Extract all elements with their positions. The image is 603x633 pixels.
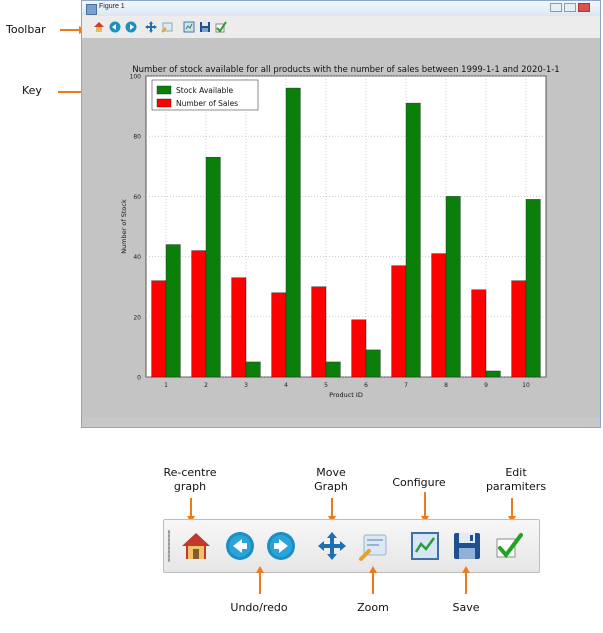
callout-save-arrow [462,566,470,573]
pan-icon[interactable] [145,21,157,33]
x-tick-label: 4 [284,382,288,389]
callout-move-label: Move Graph [301,466,361,494]
x-tick-label: 6 [364,382,368,389]
callout-zoom-label: Zoom [357,601,389,614]
callout-undo-label: Undo/redo [230,601,288,614]
window-title: Figure 1 [99,3,125,10]
y-tick-label: 100 [130,74,142,81]
forward-icon[interactable] [125,21,137,33]
y-tick-label: 0 [137,375,141,382]
bar-stock-available [285,87,301,378]
callout-recentre-line2: graph [173,480,207,493]
x-tick-label: 3 [244,382,248,389]
bar-number-of-sales [191,250,207,378]
y-tick-label: 60 [133,194,141,201]
callout-recentre-label: Re-centre graph [155,466,225,494]
callout-edit-line1: Edit [505,466,527,479]
bar-stock-available [245,361,261,378]
x-axis-label: Product ID [329,391,363,399]
bar-number-of-sales [431,253,447,378]
x-tick-label: 10 [522,382,530,389]
callout-undo-arrow [256,566,264,573]
bar-stock-available [525,199,541,378]
bar-number-of-sales [471,289,487,378]
plot-area: Number of stock available for all produc… [82,38,600,417]
y-tick-label: 20 [133,314,141,321]
x-tick-label: 8 [444,382,448,389]
window-titlebar: Figure 1 [82,1,600,17]
callout-save-line [465,572,467,594]
callout-recentre-line [190,498,192,518]
bar-number-of-sales [271,292,287,378]
pan-icon[interactable] [316,530,348,562]
bar-stock-available [205,157,221,378]
home-icon[interactable] [93,21,105,33]
y-axis-label: Number of Stock [120,199,128,254]
callout-configure-label: Configure [392,476,446,489]
edit-parameters-icon[interactable] [493,530,525,562]
y-tick-label: 80 [133,134,141,141]
forward-icon[interactable] [265,530,297,562]
x-tick-label: 5 [324,382,328,389]
bar-number-of-sales [151,280,167,378]
zoom-icon[interactable] [357,530,389,562]
y-tick-label: 40 [133,254,141,261]
callout-edit-line2: paramiters [485,480,547,493]
zoom-icon[interactable] [161,21,173,33]
x-tick-label: 2 [204,382,208,389]
callout-move-line [331,498,333,518]
x-tick-label: 7 [404,382,408,389]
save-icon[interactable] [199,21,211,33]
bar-number-of-sales [231,277,247,378]
callout-toolbar-label: Toolbar [6,23,46,36]
callout-recentre-line1: Re-centre [163,466,217,479]
bar-stock-available [325,361,341,378]
legend-label: Stock Available [176,86,233,95]
figure-toolbar [82,16,600,39]
configure-icon[interactable] [183,21,195,33]
app-icon [86,4,97,15]
back-icon[interactable] [224,530,256,562]
figure-window: Figure 1 Number of stock availa [81,0,601,428]
callout-zoom-arrow [369,566,377,573]
toolbar-grip[interactable] [168,530,170,562]
x-tick-label: 1 [164,382,168,389]
bar-stock-available [445,196,461,378]
legend-label: Number of Sales [176,99,238,108]
bar-stock-available [405,102,421,378]
legend-swatch [156,98,172,108]
bar-chart: Number of stock available for all produc… [120,65,560,399]
bar-number-of-sales [311,286,327,378]
callout-configure-line [424,492,426,518]
callout-edit-label: Edit paramiters [476,466,556,494]
save-icon[interactable] [451,530,483,562]
callout-undo-line [259,572,261,594]
bar-stock-available [165,244,181,378]
bar-stock-available [365,349,381,378]
configure-icon[interactable] [409,530,441,562]
bar-number-of-sales [511,280,527,378]
chart-title: Number of stock available for all produc… [132,65,559,75]
callout-key-label: Key [22,84,42,97]
maximize-button[interactable] [564,3,576,12]
callout-zoom-line [372,572,374,594]
bar-number-of-sales [391,265,407,378]
bar-stock-available [485,370,501,378]
toolbar-closeup [163,519,540,573]
callout-save-label: Save [452,601,480,614]
callout-toolbar-line [60,29,80,31]
callout-edit-line [511,498,513,518]
home-icon[interactable] [180,530,212,562]
x-tick-label: 9 [484,382,488,389]
callout-move-line1: Move [316,466,346,479]
bar-number-of-sales [351,319,367,378]
callout-move-line2: Graph [314,480,348,493]
back-icon[interactable] [109,21,121,33]
minimize-button[interactable] [550,3,562,12]
legend-swatch [156,85,172,95]
close-button[interactable] [578,3,590,12]
edit-parameters-icon[interactable] [215,21,227,33]
